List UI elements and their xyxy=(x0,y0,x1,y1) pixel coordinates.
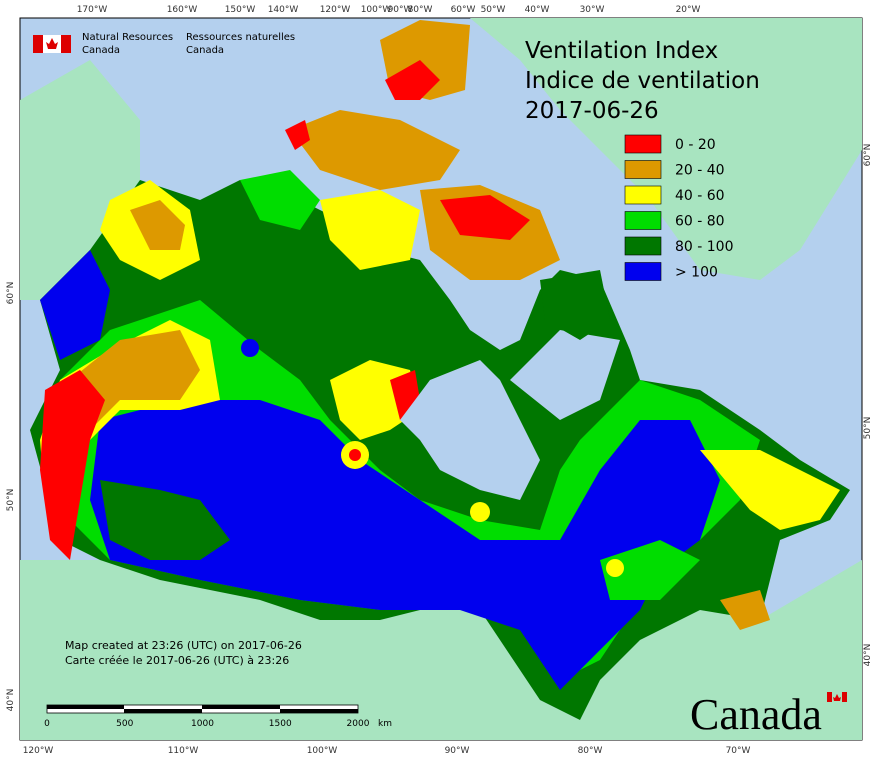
graticule-top: 150°W xyxy=(225,5,256,15)
scale-label: 500 xyxy=(116,719,133,729)
hudson-bay xyxy=(400,360,540,500)
credit: Map created at 23:26 (UTC) on 2017-06-26 xyxy=(65,639,302,652)
title-fr: Indice de ventilation xyxy=(525,68,760,94)
zone-20-40 xyxy=(720,590,770,630)
graticule-top: 140°W xyxy=(268,5,299,15)
legend-label: 60 - 80 xyxy=(675,214,725,230)
title-date: 2017-06-26 xyxy=(525,98,659,124)
island xyxy=(285,120,310,150)
legend-swatch xyxy=(624,211,662,230)
island xyxy=(320,190,420,270)
legend: 0 - 20 20 - 40 40 - 60 60 - 80 80 - 100 > 100 xyxy=(624,134,734,281)
agency-en: Canada xyxy=(82,45,120,56)
graticule-bottom: 80°W xyxy=(578,746,603,756)
graticule-labels: 170°W 160°W 150°W 140°W 120°W 100°W90°W80°W 60… xyxy=(6,5,873,756)
graticule-bottom: 110°W xyxy=(168,746,199,756)
island xyxy=(240,170,320,230)
graticule-top: 20°W xyxy=(676,5,701,15)
agency-fr: Canada xyxy=(186,45,224,56)
graticule-top: 120°W xyxy=(320,5,351,15)
credit: Carte créée le 2017-06-26 (UTC) à 23:26 xyxy=(65,654,289,667)
graticule-bottom: 90°W xyxy=(445,746,470,756)
island xyxy=(540,270,610,340)
title-en: Ventilation Index xyxy=(525,38,718,64)
legend-label: 80 - 100 xyxy=(675,239,734,255)
graticule-top: 50°W xyxy=(481,5,506,15)
graticule-top: 60°W xyxy=(451,5,476,15)
island xyxy=(290,110,460,190)
zone-20-40 xyxy=(70,330,200,470)
graticule-left: 50°N xyxy=(6,489,16,512)
zone-40-60 xyxy=(606,559,624,577)
graticule-right: 50°N xyxy=(863,417,873,440)
graticule-top: 90°W xyxy=(388,5,413,15)
legend-swatch xyxy=(624,236,662,256)
legend-label: 40 - 60 xyxy=(675,188,725,204)
legend-swatch xyxy=(624,262,662,281)
zone-40-60 xyxy=(700,450,840,530)
land-alaska xyxy=(20,60,140,300)
graticule-top: 160°W xyxy=(167,5,198,15)
graticule-top: 100°W xyxy=(361,5,392,15)
graticule-top: 40°W xyxy=(525,5,550,15)
graticule-top: 170°W xyxy=(77,5,108,15)
graticule-right: 60°N xyxy=(863,144,873,167)
graticule-left: 60°N xyxy=(6,282,16,305)
agency-fr: Ressources naturelles xyxy=(186,32,295,43)
legend-label: 20 - 40 xyxy=(675,163,725,179)
graticule-top: 30°W xyxy=(580,5,605,15)
island xyxy=(385,60,440,100)
graticule-top: 80°W xyxy=(408,5,433,15)
graticule-left: 40°N xyxy=(6,689,16,712)
graticule-right: 40°N xyxy=(863,644,873,667)
scale-labels: 0 500 1000 1500 2000 xyxy=(44,719,370,729)
legend-swatch xyxy=(624,134,662,154)
wordmark: Canada xyxy=(690,690,822,739)
legend-label: 0 - 20 xyxy=(675,137,716,153)
zone-80-100 xyxy=(100,480,230,560)
island xyxy=(440,195,530,240)
agency-en: Natural Resources xyxy=(82,32,173,43)
zone-60-80 xyxy=(600,540,700,600)
water xyxy=(510,330,620,420)
zone-over-100 xyxy=(241,339,259,357)
zone-20-40 xyxy=(130,200,185,250)
zone-0-20 xyxy=(40,370,105,560)
scale-label: 2000 xyxy=(347,719,370,729)
scale-unit: km xyxy=(378,719,392,729)
zone-0-20 xyxy=(349,449,361,461)
graticule-bottom: 70°W xyxy=(726,746,751,756)
zone-over-100 xyxy=(90,400,720,690)
legend-swatch xyxy=(624,185,662,205)
legend-label: > 100 xyxy=(675,265,718,281)
scale-label: 0 xyxy=(44,719,50,729)
zone-over-100 xyxy=(40,250,110,360)
scale-label: 1500 xyxy=(269,719,292,729)
legend-swatch xyxy=(624,160,662,179)
zone-40-60 xyxy=(470,502,490,522)
land-usa xyxy=(20,560,862,740)
land-greenland xyxy=(470,18,862,280)
graticule-bottom: 100°W xyxy=(307,746,338,756)
graticule-bottom: 120°W xyxy=(23,746,54,756)
scale-bar xyxy=(46,704,359,714)
scale-label: 1000 xyxy=(191,719,214,729)
agency-flag xyxy=(33,35,71,53)
wordmark-flag xyxy=(827,692,847,702)
